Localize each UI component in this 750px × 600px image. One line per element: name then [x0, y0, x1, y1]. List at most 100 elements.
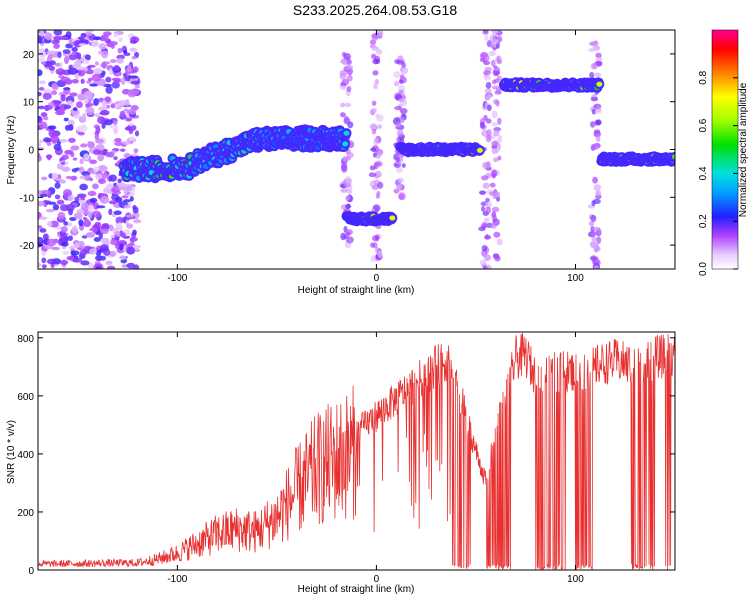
spectrogram-noise-blob [63, 189, 72, 197]
spectrogram-smear-blob [372, 70, 379, 76]
spectrogram-noise-blob [100, 228, 109, 235]
spectrogram-smear-blob [481, 244, 488, 252]
spectrogram-noise-blob [97, 178, 107, 185]
spectrogram-noise-blob [69, 92, 78, 97]
snr-x-tick-label: 100 [567, 574, 584, 585]
spectrogram-smear-blob [479, 190, 487, 195]
spectrogram-smear-blob [374, 78, 379, 85]
spectrogram-noise-blob [91, 73, 102, 82]
page-title: S233.2025.264.08.53.G18 [292, 2, 458, 18]
spectrogram-noise-blob [105, 76, 112, 83]
spectrogram-noise-blob [51, 83, 58, 89]
spectrogram-noise-blob [41, 61, 46, 65]
spectrogram-noise-blob [41, 250, 47, 256]
spectrogram-noise-blob [88, 248, 98, 255]
spectrogram-noise-blob [39, 216, 48, 220]
spectrogram-noise-blob [42, 116, 49, 121]
spectrogram-noise-blob [48, 65, 56, 71]
spectrogram-smear-blob [347, 121, 354, 129]
spectrogram-noise-blob [113, 79, 122, 83]
spectrogram-smear-blob [374, 235, 380, 240]
snr-y-label: SNR (10 * v/v) [6, 420, 17, 484]
spectrogram-noise-blob [109, 125, 119, 129]
spectrogram-noise-blob [120, 77, 126, 86]
spectrogram-smear-blob [395, 166, 403, 174]
spectrogram-smear-blob [371, 100, 377, 106]
spectrogram-smear-blob [485, 118, 492, 124]
spectrogram-noise-blob [78, 43, 87, 47]
spectrogram-noise-blob [88, 210, 93, 219]
spectrogram-smear-blob [371, 128, 377, 135]
spectrogram-noise-blob [65, 31, 72, 39]
spectrogram-noise-blob [118, 186, 127, 191]
spectrogram-noise-blob [80, 78, 85, 85]
spectrogram-smear-blob [490, 59, 496, 67]
spectrogram-noise-blob [99, 195, 110, 204]
spectrogram-noise-blob [118, 101, 127, 107]
spectrogram-noise-blob [125, 98, 130, 107]
spectrogram-smear-blob [345, 203, 352, 209]
spectrogram-noise-blob [39, 80, 46, 85]
spectrogram-noise-blob [38, 116, 43, 124]
spectrogram-smear-blob [485, 161, 491, 169]
spectrogram-smear-blob [371, 46, 380, 51]
spectrogram-signal-core [342, 141, 349, 147]
spectrogram-noise-blob [88, 177, 94, 182]
spectrogram-noise-blob [50, 90, 58, 96]
spectrogram-smear-blob [595, 135, 601, 143]
spectrogram-noise-blob [79, 175, 86, 180]
colorbar-tick-label: 0.2 [698, 214, 709, 228]
spectrogram-noise-blob [72, 157, 78, 161]
spectrogram-noise-blob [51, 172, 59, 180]
spectrogram-noise-blob [46, 258, 57, 265]
spectrogram-noise-blob [91, 39, 99, 48]
spectrogram-noise-blob [38, 48, 45, 52]
spectrogram-noise-blob [67, 235, 73, 241]
spectrogram-noise-blob [38, 37, 43, 44]
spectrogram-noise-blob [119, 243, 124, 251]
spectrogram-noise-blob [119, 110, 126, 118]
spectrogram-noise-blob [113, 33, 119, 38]
spectrogram-noise-blob [134, 130, 140, 137]
spectrogram-noise-blob [87, 77, 93, 82]
spectrogram-smear-blob [397, 183, 402, 192]
snr-x-tick-label: 0 [374, 574, 380, 585]
spectrogram-smear-blob [496, 238, 503, 246]
spectrogram-noise-blob [54, 194, 61, 200]
spectrogram-noise-blob [77, 209, 84, 213]
spectrogram-smear-blob [488, 50, 496, 57]
spectrogram-smear-blob [340, 232, 347, 241]
spectrogram-smear-blob [483, 74, 491, 81]
spectrogram-noise-blob [69, 216, 77, 221]
spectrogram-smear-blob [376, 30, 384, 37]
spectrogram-smear-blob [370, 255, 376, 263]
spectrogram-noise-blob [126, 223, 134, 229]
spectrogram-smear-blob [344, 115, 349, 122]
spectrogram-noise-blob [113, 126, 119, 135]
spectrogram-smear-blob [369, 165, 376, 171]
spectrogram-smear-blob [484, 54, 490, 62]
spectrogram-noise-blob [101, 50, 109, 59]
spectrogram-noise-blob [38, 121, 48, 129]
spectrogram-noise-blob [128, 75, 138, 79]
spectrogram-noise-blob [129, 196, 134, 202]
spectrogram-noise-blob [61, 241, 69, 247]
colorbar-tick-label: 0.0 [698, 262, 709, 276]
spectrogram-noise-blob [93, 237, 101, 242]
spectrogram-noise-blob [60, 94, 66, 102]
spectrogram-noise-blob [38, 57, 46, 63]
spectrogram-noise-blob [39, 228, 47, 233]
spectrogram-smear-blob [346, 85, 352, 93]
spectrogram-noise-blob [42, 92, 52, 100]
spectrogram-noise-blob [79, 183, 88, 191]
spectrogram-noise-blob [92, 183, 99, 190]
spectrogram-noise-blob [85, 232, 96, 238]
spectrogram-smear-blob [345, 64, 354, 70]
spectrogram-noise-blob [122, 141, 132, 145]
spectrogram-noise-blob [68, 54, 77, 61]
spectrogram-smear-blob [372, 107, 377, 113]
spectrogram-noise-blob [133, 148, 139, 154]
spectrogram-noise-blob [111, 81, 120, 89]
spectrogram-smear-blob [491, 148, 498, 155]
